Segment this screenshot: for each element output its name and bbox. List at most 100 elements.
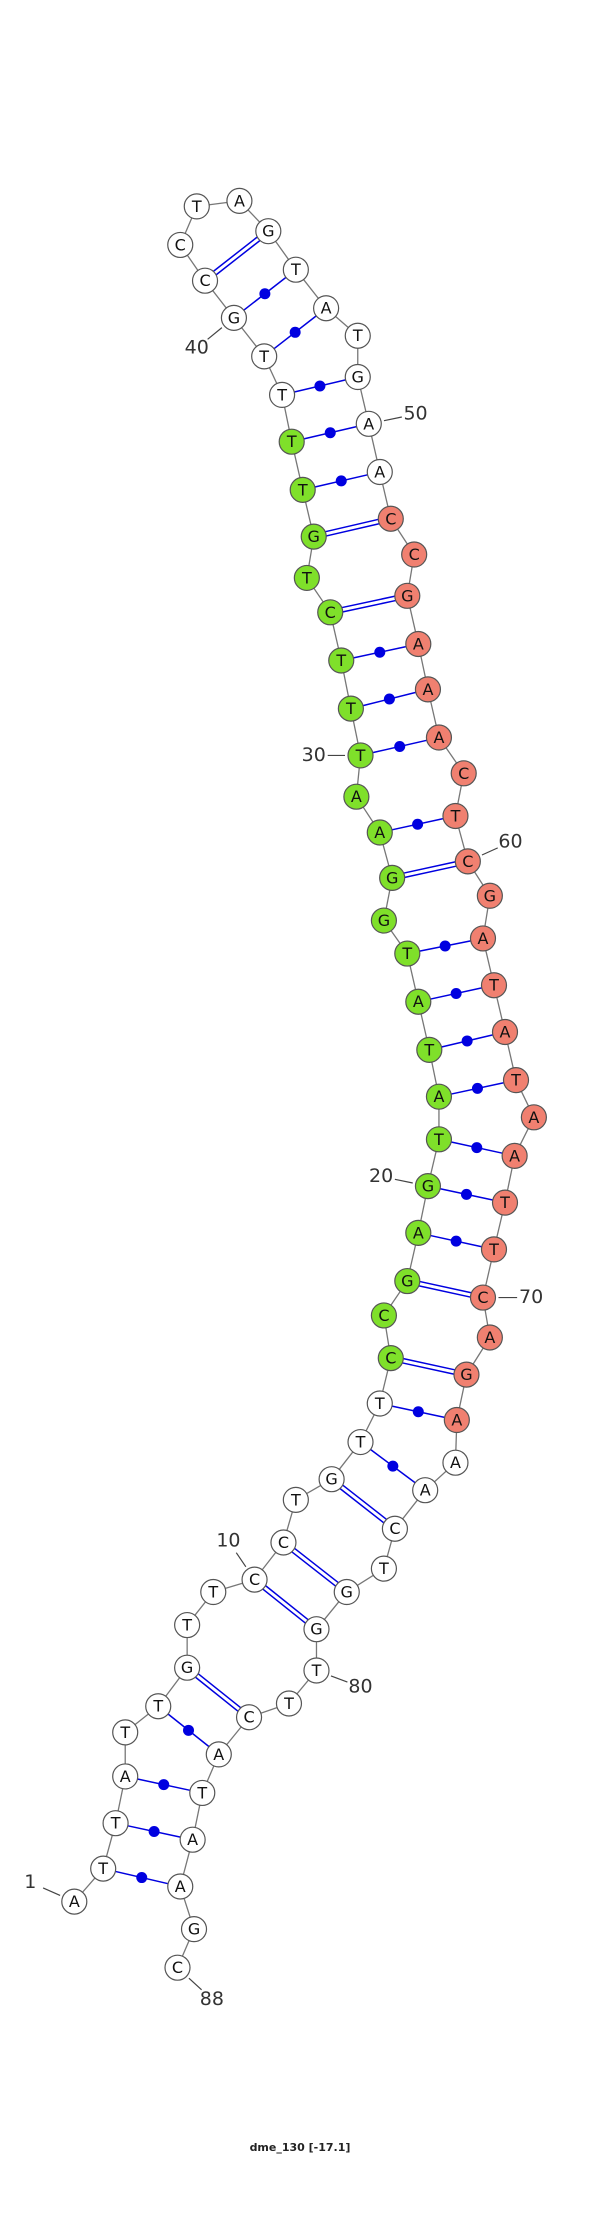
nucleotide-base: A	[413, 992, 424, 1011]
nucleotide-base: A	[484, 1328, 495, 1347]
nucleotide	[491, 1018, 519, 1046]
nucleotide	[235, 1704, 263, 1731]
nucleotide	[480, 972, 508, 999]
bond-dot	[374, 646, 386, 658]
nucleotide-base: T	[450, 806, 461, 825]
bond	[213, 236, 258, 272]
nucleotide	[502, 1067, 530, 1094]
nucleotide-base: G	[341, 1583, 353, 1602]
nucleotide-base: G	[422, 1177, 434, 1196]
nucleotide	[442, 802, 469, 830]
nucleotide	[347, 1428, 374, 1456]
nucleotide	[270, 1529, 297, 1556]
nucleotide	[370, 1302, 398, 1329]
nucleotide-base: T	[97, 1859, 108, 1878]
bond	[197, 1673, 242, 1709]
nucleotide-base: A	[450, 1453, 461, 1472]
nucleotide	[414, 1173, 442, 1200]
nucleotide	[394, 940, 421, 967]
nucleotide	[112, 1763, 139, 1790]
nucleotide	[200, 1578, 227, 1606]
nucleotide	[167, 231, 194, 259]
nucleotide	[469, 1284, 497, 1311]
title: dme_130 [-17.1]	[250, 2141, 351, 2154]
label-tick	[383, 416, 402, 422]
nucleotide	[180, 1916, 208, 1943]
nucleotide	[501, 1142, 528, 1169]
label-tick	[235, 1552, 247, 1568]
nucleotide	[469, 925, 497, 952]
nucleotide-base: T	[207, 1583, 218, 1602]
nucleotide	[328, 647, 355, 674]
nucleotide	[476, 882, 503, 909]
bond	[418, 1285, 471, 1298]
nucleotide	[381, 1515, 409, 1542]
nucleotide-base: C	[172, 1958, 183, 1977]
nucleotide	[476, 1324, 503, 1351]
nucleotide-base: T	[355, 1433, 366, 1452]
nucleotide-base: A	[374, 823, 385, 842]
position-label: 50	[403, 403, 427, 425]
bond-dot	[450, 987, 462, 999]
nucleotide-base: T	[355, 746, 366, 765]
label-tick	[330, 1675, 348, 1683]
nucleotide	[379, 864, 406, 891]
nucleotide	[268, 381, 296, 409]
nucleotide	[442, 1449, 469, 1476]
bond-dot	[412, 1406, 424, 1418]
bond	[325, 518, 379, 533]
nucleotide	[401, 541, 428, 568]
nucleotide	[366, 458, 393, 486]
bond-dot	[259, 288, 271, 300]
nucleotide-base: T	[374, 1394, 385, 1413]
nucleotide	[282, 1486, 309, 1513]
nucleotide	[303, 1657, 330, 1684]
nucleotide	[167, 1873, 194, 1900]
nucleotide	[220, 304, 248, 331]
nucleotide-base: A	[374, 462, 385, 481]
nucleotide-base: T	[119, 1723, 130, 1742]
nucleotide-base: A	[500, 1023, 511, 1042]
nucleotide-base: A	[187, 1830, 198, 1849]
nucleotide-base: G	[401, 586, 413, 605]
nucleotide-base: C	[243, 1708, 254, 1727]
nucleotide-base: A	[69, 1892, 80, 1911]
bond-dot	[412, 818, 424, 830]
position-label: 30	[302, 744, 326, 766]
nucleotide-base: T	[196, 1783, 207, 1802]
nucleotide-base: T	[276, 385, 287, 404]
nucleotide-base: T	[345, 699, 356, 718]
nucleotide-base: G	[401, 1272, 413, 1291]
nucleotide-base: T	[286, 432, 297, 451]
nucleotide-base: G	[325, 1470, 337, 1489]
nucleotide	[344, 363, 371, 391]
nucleotide-base: T	[297, 480, 308, 499]
nucleotide	[282, 256, 309, 283]
nucleotide	[189, 1779, 216, 1807]
nucleotide-base: C	[175, 235, 186, 254]
nucleotide-base: G	[352, 368, 364, 387]
nucleotide	[293, 564, 320, 592]
label-tick	[207, 327, 223, 340]
position-label: 1	[24, 1871, 36, 1893]
nucleotide-base: A	[528, 1108, 539, 1127]
bond	[215, 240, 261, 276]
nucleotide	[355, 410, 382, 437]
bond-dot	[383, 693, 395, 705]
nucleotide-base: T	[488, 1240, 499, 1259]
nucleotide	[278, 428, 305, 455]
nucleotide	[425, 724, 453, 751]
bond-dot	[460, 1188, 472, 1200]
bond-dot	[289, 326, 301, 338]
bond-dot	[183, 1724, 195, 1736]
nucleotide-base: C	[409, 545, 420, 564]
nucleotide	[174, 1611, 201, 1639]
nucleotide-base: T	[488, 976, 499, 995]
bond-dot	[324, 427, 336, 439]
nucleotide-base: A	[351, 787, 362, 806]
bond-dot	[439, 940, 451, 952]
nucleotide-base: G	[308, 527, 320, 546]
nucleotide	[347, 742, 374, 769]
nucleotide-base: C	[249, 1570, 260, 1589]
nucleotide	[183, 193, 210, 220]
